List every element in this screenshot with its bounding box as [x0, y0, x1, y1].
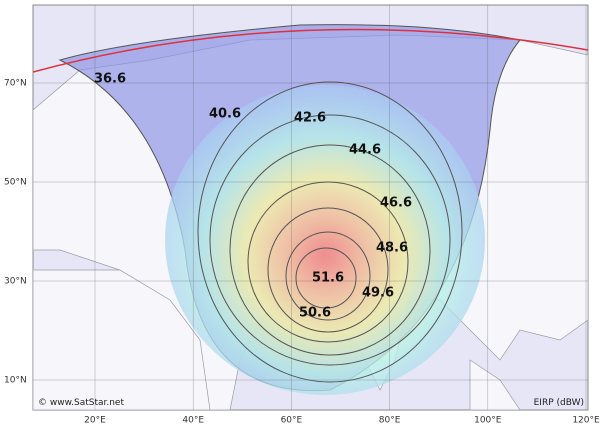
contour — [267, 207, 389, 333]
contour — [197, 81, 463, 383]
credit: © www.SatStar.net — [38, 398, 124, 408]
legend: EIRP (dBW) — [534, 398, 584, 408]
contour-label: 49.6 — [362, 286, 394, 301]
contour — [229, 144, 431, 356]
heat-area — [165, 85, 485, 395]
contour — [209, 114, 451, 366]
lat-label: 10°N — [4, 376, 27, 386]
contour-label: 48.6 — [376, 241, 408, 256]
contour-label: 40.6 — [209, 107, 241, 122]
contour-label: 42.6 — [294, 111, 326, 126]
lat-label: 30°N — [4, 277, 27, 287]
lon-label: 120°E — [572, 416, 600, 426]
contour-label: 50.6 — [299, 306, 331, 321]
contour — [295, 247, 357, 309]
contour-label: 46.6 — [380, 196, 412, 211]
contour-label: 44.6 — [349, 143, 381, 158]
lon-label: 80°E — [379, 416, 401, 426]
lon-label: 100°E — [474, 416, 502, 426]
lon-label: 40°E — [182, 416, 204, 426]
contour — [285, 231, 371, 321]
lat-label: 50°N — [4, 178, 27, 188]
contour-label: 51.6 — [312, 271, 344, 286]
graticule — [33, 5, 588, 410]
contour-label: 36.6 — [94, 72, 126, 87]
lon-label: 60°E — [281, 416, 303, 426]
lat-label: 70°N — [4, 79, 27, 89]
lon-label: 20°E — [84, 416, 106, 426]
visibility-arc — [33, 28, 588, 73]
